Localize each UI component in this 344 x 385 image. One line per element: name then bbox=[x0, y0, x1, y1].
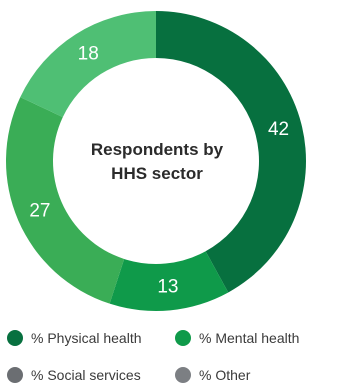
legend-label-other: % Other bbox=[199, 367, 251, 383]
chart-center-title: Respondents by HHS sector bbox=[72, 138, 242, 186]
legend-swatch-physical-health bbox=[7, 330, 23, 346]
center-title-line-2: HHS sector bbox=[111, 164, 203, 183]
legend-label-social-services: % Social services bbox=[31, 367, 141, 383]
donut-slice-physical-health bbox=[156, 11, 307, 293]
legend-item-other: % Other bbox=[175, 366, 250, 384]
donut-slice-mental-health bbox=[109, 251, 229, 311]
legend-item-mental-health: % Mental health bbox=[175, 329, 299, 347]
legend-swatch-social-services bbox=[7, 367, 23, 383]
donut-slices bbox=[5, 11, 307, 311]
legend-label-mental-health: % Mental health bbox=[199, 330, 300, 346]
slice-value-label-social-services: 27 bbox=[29, 201, 50, 222]
legend-swatch-other bbox=[175, 367, 191, 383]
donut-slice-social-services bbox=[5, 97, 125, 304]
legend-swatch-mental-health bbox=[175, 330, 191, 346]
donut-slice-labels: 42 13 27 18 bbox=[29, 44, 289, 298]
donut-slice-other bbox=[20, 11, 157, 118]
legend-item-physical-health: % Physical health bbox=[7, 329, 142, 347]
slice-value-label-physical-health: 42 bbox=[268, 119, 289, 140]
legend-label-physical-health: % Physical health bbox=[31, 330, 142, 346]
slice-value-label-other: 18 bbox=[78, 44, 99, 65]
slice-value-label-mental-health: 13 bbox=[157, 276, 178, 297]
center-title-line-1: Respondents by bbox=[90, 140, 224, 159]
legend-item-social-services: % Social services bbox=[7, 366, 141, 384]
donut-chart: 42 13 27 18 bbox=[5, 11, 307, 311]
